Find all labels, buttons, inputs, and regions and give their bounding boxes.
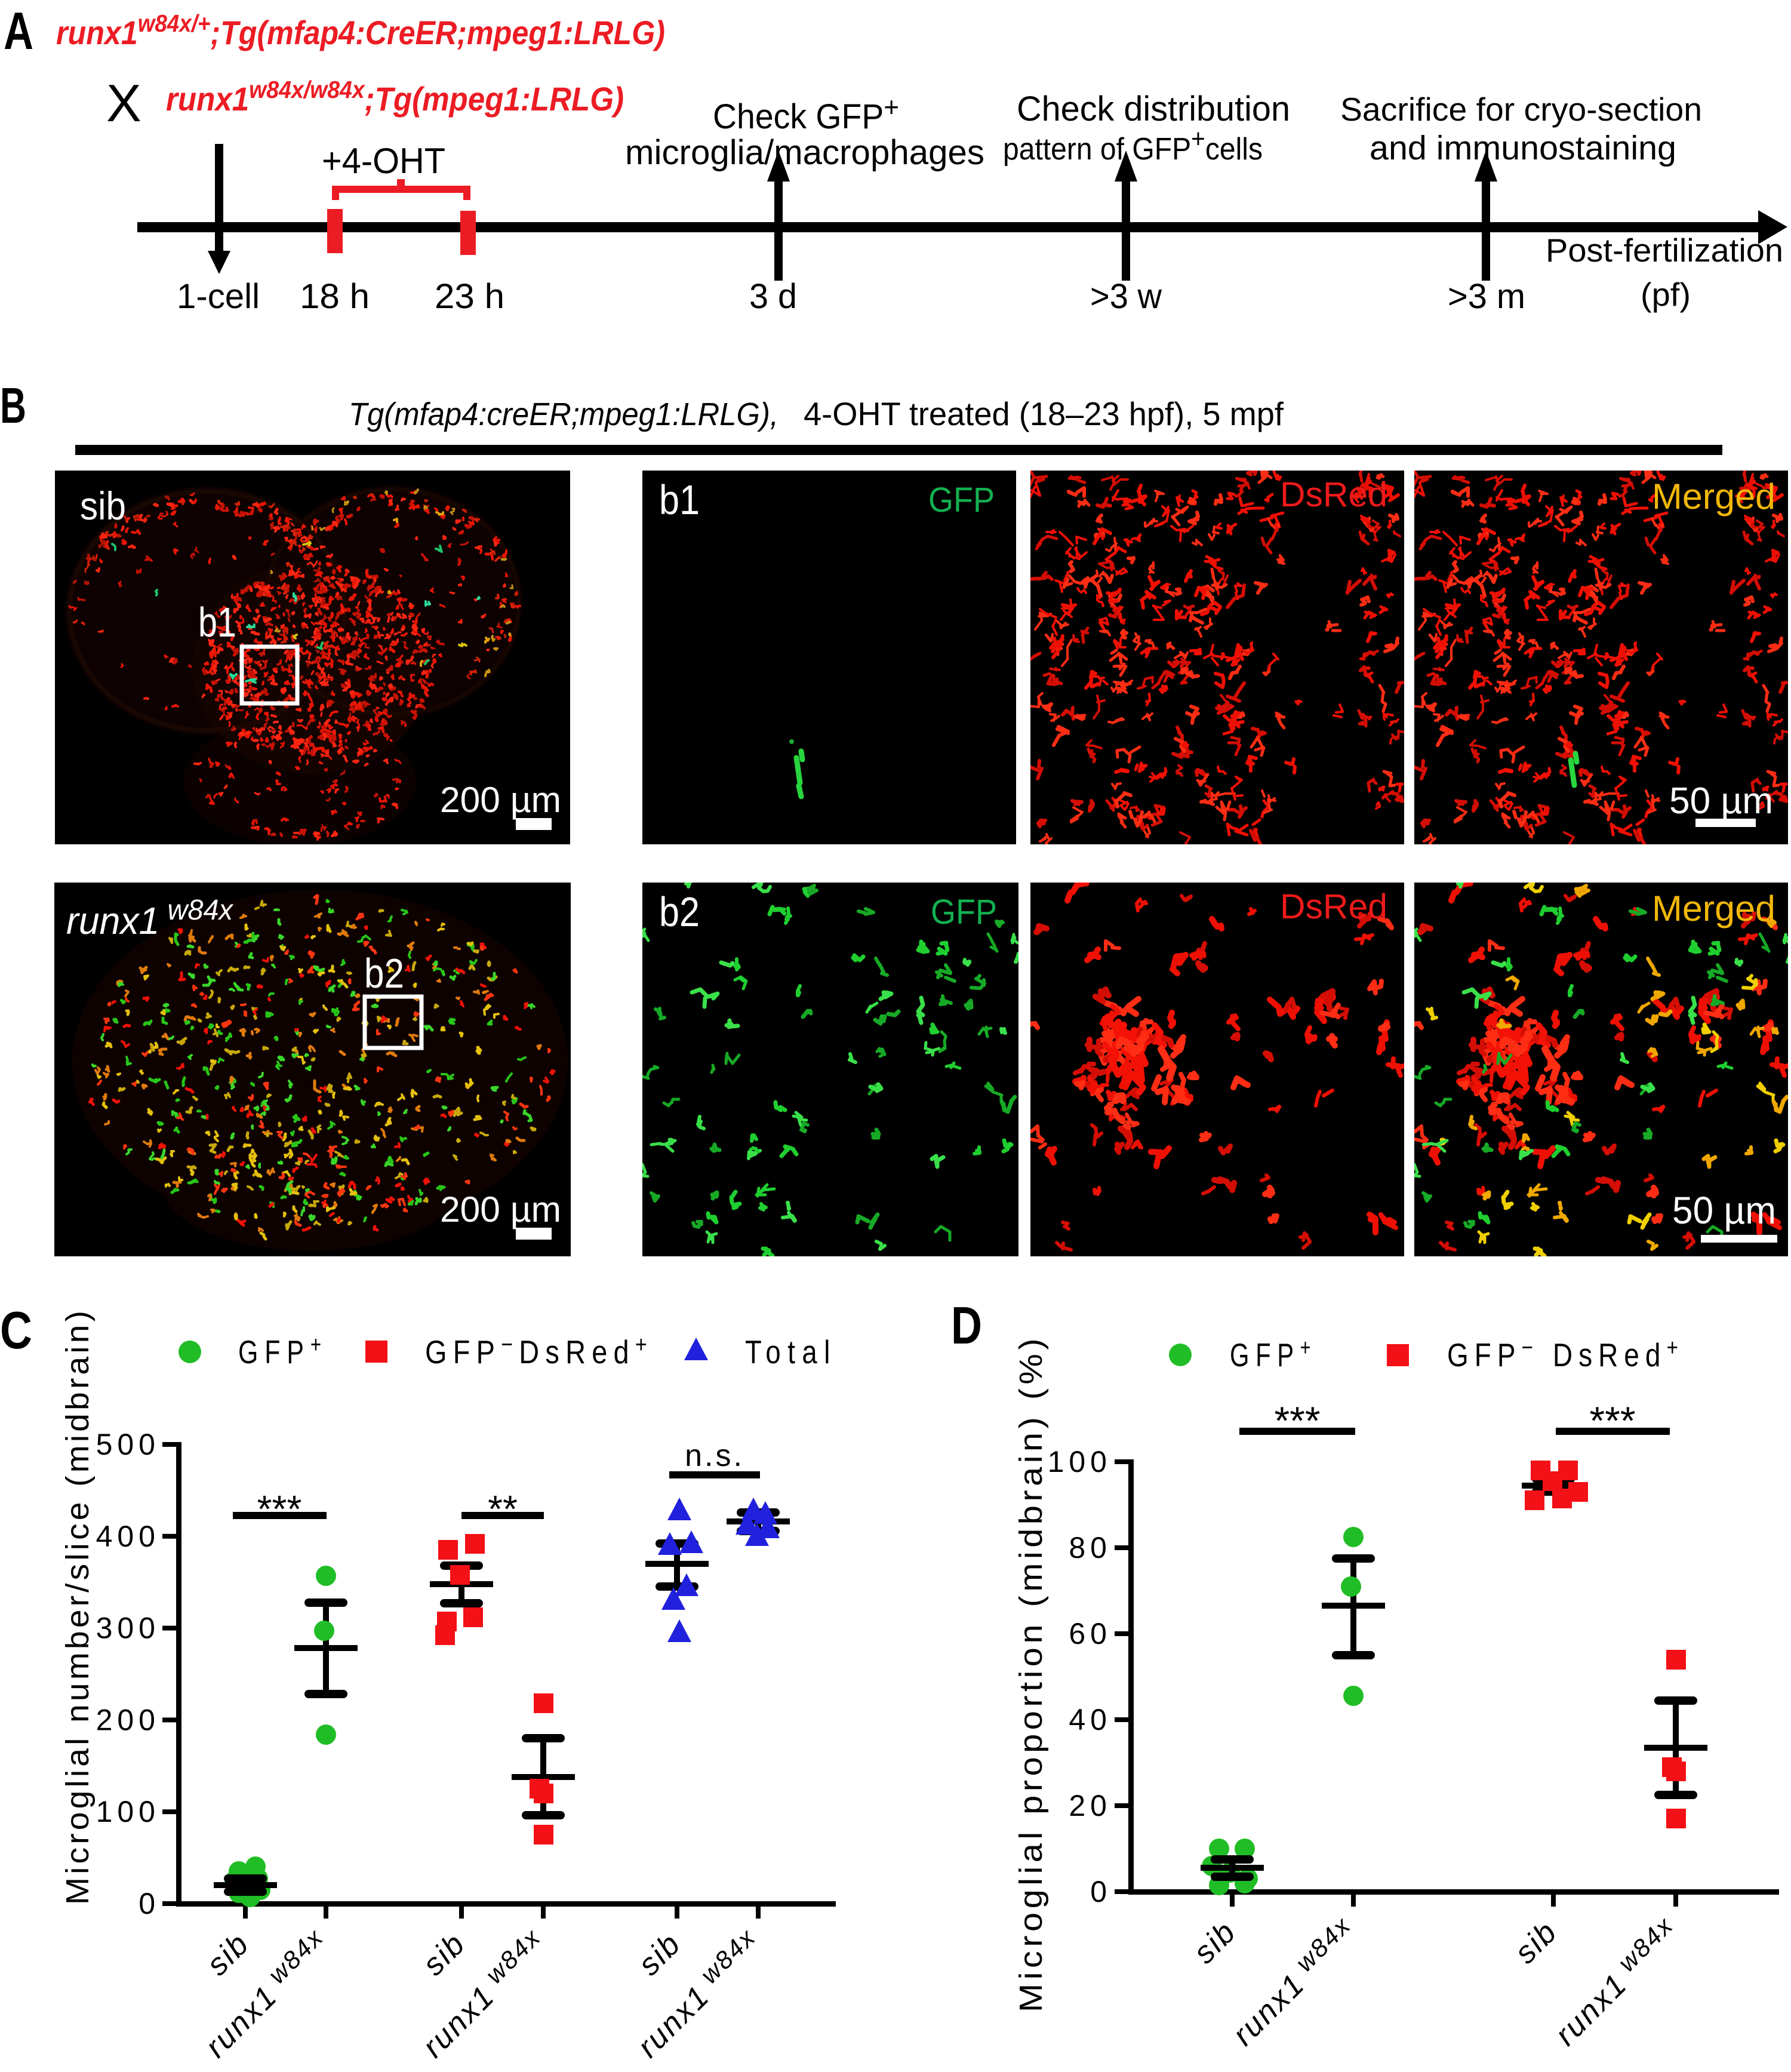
svg-text:Check distribution: Check distribution [1017,90,1290,128]
svg-text:500: 500 [96,1428,160,1461]
svg-text:Post-fertilization: Post-fertilization [1546,232,1783,269]
svg-text:Tg(mfap4:creER;mpeg1:LRLG),: Tg(mfap4:creER;mpeg1:LRLG), [349,396,778,432]
svg-text:300: 300 [96,1612,160,1645]
svg-text:GFP−DsRed+: GFP−DsRed+ [425,1332,653,1370]
svg-text:b2: b2 [659,889,700,935]
svg-text:***: *** [1274,1398,1320,1443]
svg-text:200: 200 [96,1703,160,1736]
svg-text:Merged: Merged [1652,477,1775,517]
svg-text:Total: Total [745,1333,837,1370]
svg-text:0: 0 [1090,1875,1112,1908]
svg-text:200 µm: 200 µm [440,1189,561,1229]
svg-text:**: ** [488,1487,518,1530]
svg-text:B: B [0,377,26,434]
svg-text:50 µm: 50 µm [1669,780,1773,822]
svg-text:DsRed: DsRed [1280,887,1387,926]
svg-text:(pf): (pf) [1641,276,1691,313]
svg-text:X: X [106,73,141,133]
svg-text:GFP− DsRed+: GFP− DsRed+ [1447,1335,1684,1373]
svg-text:Microglial number/slice (midbr: Microglial number/slice (midbrain) [60,1308,96,1905]
svg-text:Sacrifice for cryo-section: Sacrifice for cryo-section [1340,91,1702,128]
svg-text:GFP+: GFP+ [1230,1335,1317,1373]
svg-text:400: 400 [96,1520,160,1553]
svg-text:18 h: 18 h [300,277,370,316]
svg-text:C: C [0,1301,32,1360]
svg-text:***: *** [1589,1398,1635,1443]
svg-text:50 µm: 50 µm [1672,1189,1776,1232]
svg-text:b2: b2 [364,950,404,997]
svg-text:100: 100 [96,1795,160,1828]
svg-text:>3 w: >3 w [1090,277,1162,316]
svg-text:***: *** [257,1487,302,1530]
svg-text:23 h: 23 h [435,277,504,316]
svg-text:D: D [951,1296,982,1355]
svg-text:>3 m: >3 m [1448,277,1525,316]
svg-text:A: A [4,1,33,60]
svg-text:sib: sib [80,484,126,528]
svg-text:and immunostaining: and immunostaining [1370,129,1676,167]
svg-text:GFP: GFP [931,893,997,932]
svg-text:200 µm: 200 µm [440,780,561,820]
svg-text:+4-OHT: +4-OHT [322,141,445,181]
svg-text:b1: b1 [659,477,700,523]
svg-text:DsRed: DsRed [1280,475,1387,514]
svg-text:60: 60 [1069,1617,1112,1650]
svg-text:0: 0 [139,1887,160,1920]
svg-text:GFP: GFP [928,481,995,519]
svg-text:Microglial proportion (midbrai: Microglial proportion (midbrain) (%) [1013,1335,1049,2012]
svg-text:GFP+: GFP+ [238,1332,328,1370]
svg-text:b1: b1 [198,599,236,645]
svg-text:3 d: 3 d [749,277,797,316]
svg-text:microglia/macrophages: microglia/macrophages [625,133,984,172]
svg-text:runx1w84x/w84x;Tg(mpeg1:LRLG): runx1w84x/w84x;Tg(mpeg1:LRLG) [166,76,624,118]
svg-text:1-cell: 1-cell [177,277,260,316]
svg-text:40: 40 [1069,1703,1112,1736]
svg-text:Merged: Merged [1652,889,1775,929]
svg-text:100: 100 [1048,1445,1112,1478]
svg-text:n.s.: n.s. [685,1438,744,1473]
svg-text:Check GFP+: Check GFP+ [713,91,899,136]
svg-text:80: 80 [1069,1531,1112,1564]
svg-text:4-OHT treated (18–23 hpf), 5 m: 4-OHT treated (18–23 hpf), 5 mpf [804,395,1284,432]
svg-text:20: 20 [1069,1789,1112,1822]
